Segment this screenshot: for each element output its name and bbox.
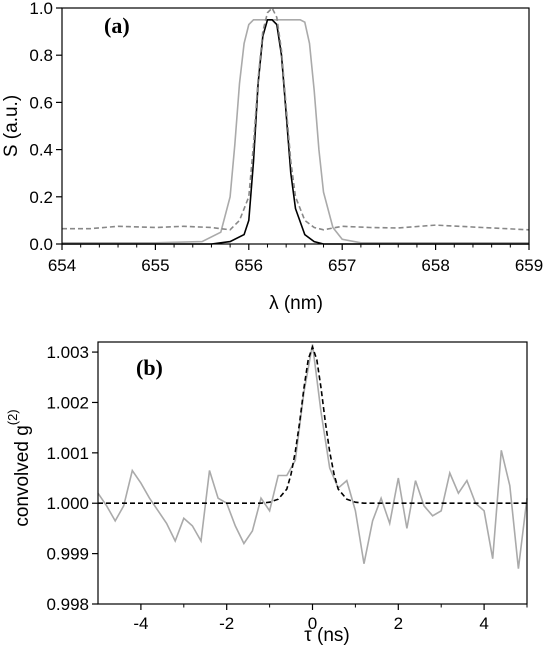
panel-b-plot-frame [97, 341, 528, 605]
panel-b-ytick-label: 1.000 [46, 494, 89, 513]
panel-a-series-2-dashed-line [62, 6, 530, 231]
panel-a-ticks: 654 655 656 657 658 659 0.0 0.2 0.4 0.6 0.8 1.0 [29, 0, 543, 275]
panel-b-ytick-label: 1.002 [46, 393, 89, 412]
panel-b-series-layer [97, 344, 528, 569]
panel-a: 654 655 656 657 658 659 0.0 0.2 0.4 0.6 0.8 1.0 (a)… [1, 0, 543, 314]
panel-a-label: (a) [104, 13, 130, 38]
panel-a-xlabel: λ (nm) [269, 293, 323, 314]
panel-b-xtick-label: 4 [479, 614, 488, 633]
panel-b-ylabel-group: convolved g(2) [5, 409, 33, 526]
panel-a-xtick-label: 657 [328, 256, 356, 275]
panel-a-xtick-label: 656 [235, 256, 263, 275]
panel-a-ytick-label: 1.0 [29, 0, 53, 18]
panel-a-series-layer [62, 6, 530, 245]
panel-a-ylabel: S (a.u.) [1, 95, 22, 157]
panel-b-series-0-line [97, 344, 528, 569]
panel-a-ytick-label: 0.2 [29, 188, 53, 207]
panel-a-xtick-label: 655 [141, 256, 169, 275]
panel-b-ytick-label: 1.001 [46, 444, 89, 463]
panel-b-series-1-dashed-line [98, 344, 527, 505]
panel-a-ytick-label: 0.0 [29, 235, 53, 254]
panel-a-ytick-label: 0.6 [29, 93, 53, 112]
panel-a-xtick-label: 654 [48, 256, 76, 275]
panel-b-ytick-label: 1.003 [46, 343, 89, 362]
panel-b-ytick-label: 0.999 [46, 545, 89, 564]
panel-b-xlabel: τ (ns) [304, 625, 350, 646]
panel-b-xtick-label: 2 [394, 614, 403, 633]
panel-b-xtick-label: 0 [308, 614, 317, 633]
panel-a-series-1-line [62, 18, 529, 245]
panel-b-xtick-label: -4 [133, 614, 148, 633]
panel-b-ylabel-main: convolved g [12, 425, 33, 526]
panel-b-xtick-label: -2 [219, 614, 234, 633]
panel-b-ytick-label: 0.998 [46, 595, 89, 614]
panel-b-ticks: -4 -2 0 2 4 0.998 0.999 1.000 1.001 1.002 1.003 [46, 343, 528, 633]
panel-a-xtick-label: 659 [515, 256, 543, 275]
panel-b-ylabel-superscript: (2) [5, 409, 20, 425]
panel-b-ylabel: convolved g(2) [5, 409, 33, 526]
panel-a-plot-frame [61, 7, 530, 245]
panel-a-ytick-label: 0.8 [29, 46, 53, 65]
panel-a-ytick-label: 0.4 [29, 141, 53, 160]
panel-b: -4 -2 0 2 4 0.998 0.999 1.000 1.001 1.002 1.003 (b… [5, 341, 528, 646]
panel-b-label: (b) [136, 355, 163, 380]
panel-a-xtick-label: 658 [421, 256, 449, 275]
